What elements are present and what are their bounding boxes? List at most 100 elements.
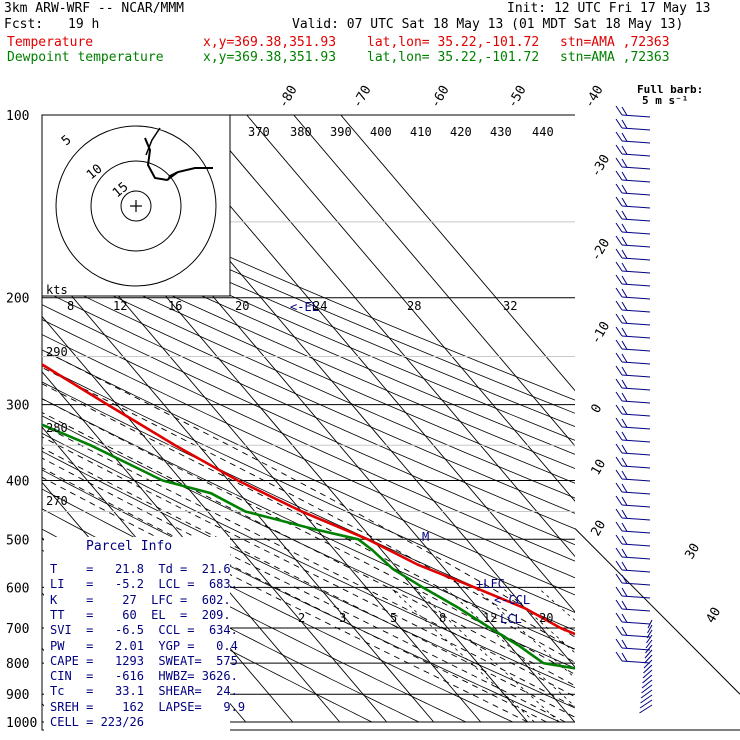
isotherm — [42, 371, 341, 723]
hodograph-units: kts — [46, 283, 68, 297]
theta-left-label: 280 — [46, 421, 68, 435]
dewpoint-legend: Dewpoint temperature — [7, 50, 164, 65]
pressure-tick-label: 300 — [6, 399, 29, 414]
forecast-label: Fcst: — [4, 17, 44, 32]
wind-barb — [615, 430, 651, 443]
wind-barb — [642, 674, 653, 684]
wind-barb — [615, 365, 651, 378]
dry-adiabat — [42, 415, 575, 669]
temperature-latlon: lat,lon= 35.22,-101.72 — [367, 35, 540, 50]
wind-barb — [615, 560, 651, 573]
wind-barb — [639, 699, 653, 709]
theta-label: 390 — [330, 125, 352, 139]
hodograph-ring — [120, 190, 152, 222]
wind-barb — [615, 222, 651, 235]
valid-time: Valid: 07 UTC Sat 18 May 13 (01 MDT Sat … — [292, 17, 684, 32]
mixing-ratio-label: 8 — [439, 611, 446, 625]
parcel-info-title: Parcel Info — [86, 539, 173, 554]
parcel-info-row: Tc = 33.1 SHEAR= 24. — [50, 684, 238, 699]
hodograph-speed-tick: 20 — [235, 299, 249, 313]
wind-barb — [615, 144, 651, 157]
dewpoint-xy: x,y=369.38,351.93 — [203, 50, 337, 65]
mixing-ratio-label: 5 — [390, 611, 397, 625]
barb-legend-title: Full barb: — [637, 83, 704, 96]
theta-label: 410 — [410, 125, 432, 139]
wind-barb — [615, 469, 651, 482]
hodograph-speed-tick: 28 — [407, 299, 421, 313]
mixing-ratio-line — [389, 587, 535, 723]
wind-barb — [615, 157, 651, 170]
theta-left-label: 270 — [46, 494, 68, 508]
theta-label: 370 — [248, 125, 270, 139]
init-time: Init: 12 UTC Fri 17 May 13 — [507, 1, 711, 16]
hodograph-ring — [55, 125, 217, 287]
wind-barb — [641, 679, 653, 689]
wind-barb — [615, 534, 651, 547]
temperature-tick-label: -80 — [276, 83, 301, 111]
pressure-tick-label: 100 — [6, 109, 29, 124]
dry-adiabat — [42, 381, 575, 631]
dry-adiabat — [42, 432, 575, 689]
parcel-info-row: LI = -5.2 LCL = 683. — [50, 577, 238, 592]
pressure-tick-label: 1000 — [6, 716, 37, 731]
parcel-info-row: PW = 2.01 YGP = 0.4 — [50, 638, 238, 653]
mixing-ratio-line — [444, 587, 575, 707]
wind-barb — [615, 248, 651, 261]
moist-adiabat — [42, 349, 575, 638]
isotherm — [199, 115, 575, 558]
temperature-profile — [42, 362, 575, 636]
temperature-tick-label: -50 — [505, 83, 530, 111]
hodograph-speed-tick: 16 — [168, 299, 182, 313]
wind-barb — [615, 482, 651, 495]
hodograph-speed-tick: 32 — [503, 299, 517, 313]
hodograph-speed-tick: 12 — [113, 299, 127, 313]
wind-barb — [615, 287, 651, 300]
temperature-tick-label: -60 — [428, 83, 453, 111]
wind-barb — [644, 649, 653, 659]
barb-legend-units: 5 m s⁻¹ — [642, 94, 689, 107]
wind-barb — [615, 443, 651, 456]
lcl-marker: LCL — [500, 612, 522, 626]
temperature-tick-label: -40 — [582, 83, 607, 111]
wind-barb — [615, 352, 651, 365]
wind-barb — [615, 508, 651, 521]
temperature-tick-label: 20 — [588, 518, 609, 539]
theta-label: 400 — [370, 125, 392, 139]
el-marker: <-EL — [290, 300, 319, 314]
parcel-info-row: K = 27 LFC = 602. — [50, 592, 231, 607]
dry-adiabat — [42, 365, 575, 613]
mixing-ratio-line — [474, 587, 575, 679]
temperature-tick-label: 40 — [703, 605, 724, 626]
dry-adiabat — [42, 398, 575, 650]
temperature-legend: Temperature — [7, 35, 94, 50]
wind-barb — [642, 669, 653, 679]
mixed-layer-marker: M — [422, 530, 429, 544]
wind-barb — [615, 625, 651, 638]
pressure-tick-label: 200 — [6, 292, 29, 307]
hodograph-speed-tick: 24 — [313, 299, 327, 313]
wind-barb — [615, 235, 651, 248]
temperature-tick-label: -30 — [588, 152, 613, 180]
pressure-tick-label: 400 — [6, 474, 29, 489]
wind-barb — [615, 417, 651, 430]
wind-barb — [615, 261, 651, 274]
wind-barb — [647, 624, 653, 634]
isotherm — [246, 115, 575, 502]
wind-barb — [640, 694, 653, 704]
parcel-info-row: SREH = 162 LAPSE= 9.9 — [50, 699, 246, 714]
wind-barb — [615, 313, 651, 326]
wind-barb — [615, 378, 651, 391]
temperature-tick-label: -70 — [350, 83, 375, 111]
lfc-marker: +LFC — [476, 577, 505, 591]
wind-barb — [615, 495, 651, 508]
wind-barb — [615, 209, 651, 222]
wind-barb — [641, 684, 653, 694]
wind-barb — [643, 659, 653, 669]
wind-barb — [645, 639, 653, 649]
isotherm — [152, 115, 575, 613]
mixing-ratio-line — [537, 587, 575, 621]
wind-barb — [615, 300, 651, 313]
forecast-hour: 19 h — [68, 17, 100, 32]
mixing-ratio-label: 20 — [539, 611, 553, 625]
